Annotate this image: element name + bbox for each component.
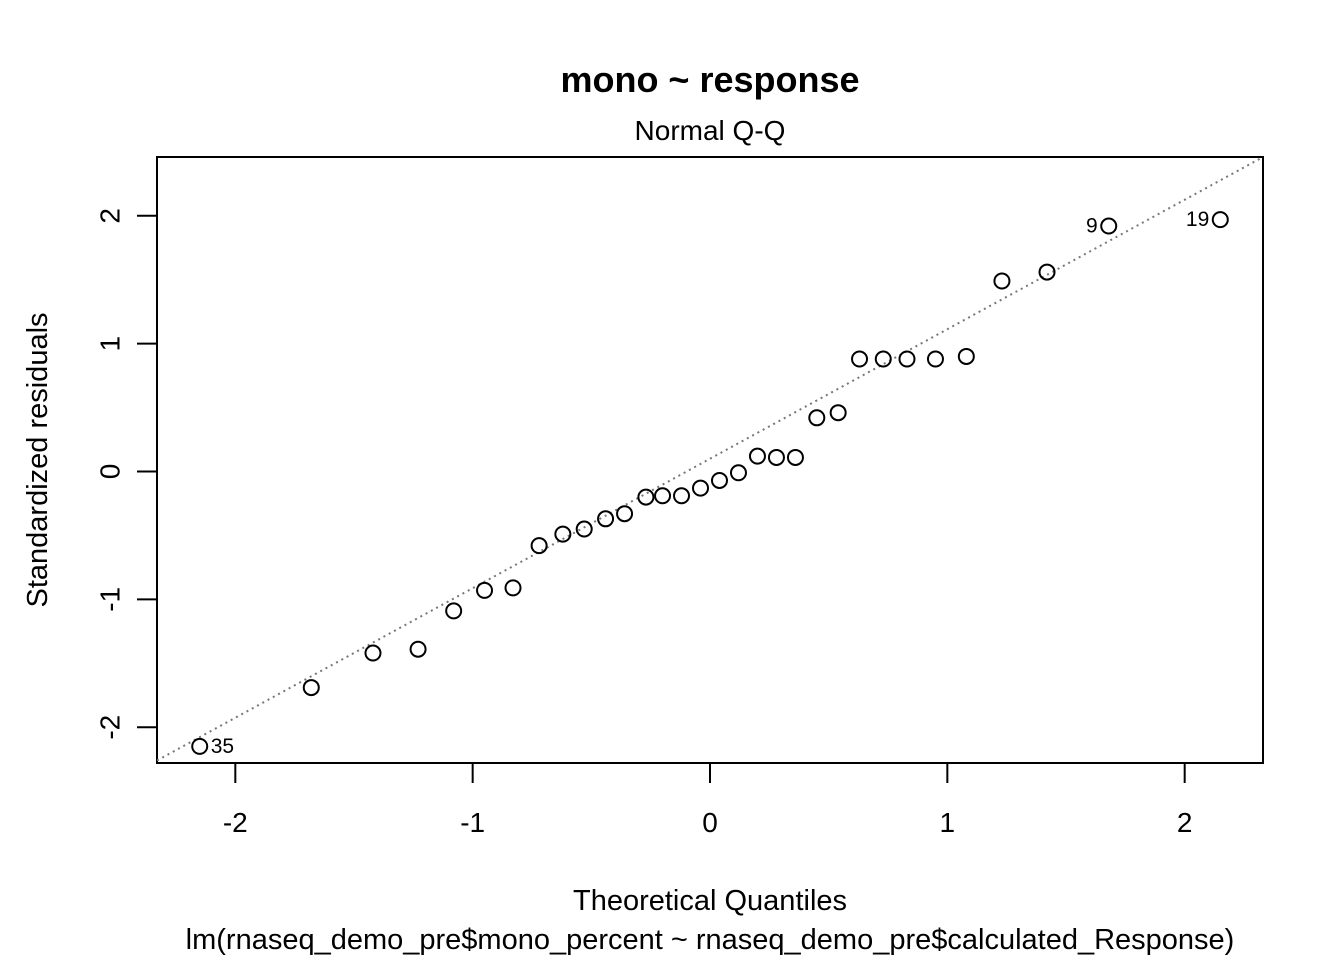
y-tick-label: 0 (95, 464, 126, 480)
data-point (786, 448, 804, 466)
data-point (575, 520, 593, 538)
data-point (993, 272, 1011, 290)
data-point (1038, 263, 1056, 281)
data-point (926, 350, 944, 368)
data-point (616, 505, 634, 523)
y-tick-label: -1 (95, 587, 126, 612)
x-axis-label: Theoretical Quantiles (573, 885, 847, 917)
data-point (673, 487, 691, 505)
data-point (1211, 211, 1229, 229)
y-axis-label: Standardized residuals (22, 312, 54, 607)
data-point (957, 347, 975, 365)
chart-subtitle: Normal Q-Q (635, 115, 786, 146)
plot-frame (156, 156, 1264, 764)
data-point (409, 640, 427, 658)
data-point (767, 448, 785, 466)
data-point (302, 679, 320, 697)
data-point (597, 510, 615, 528)
chart-caption: lm(rnaseq_demo_pre$mono_percent ~ rnaseq… (186, 924, 1235, 956)
data-point (1100, 217, 1118, 235)
chart-title: mono ~ response (560, 59, 859, 100)
reference-line (157, 157, 1263, 762)
data-point (692, 479, 710, 497)
data-point (445, 602, 463, 620)
points-layer: 35 9 19 (191, 208, 1229, 758)
data-point (530, 537, 548, 555)
data-point (829, 404, 847, 422)
x-tick-label: -2 (223, 807, 248, 838)
data-point (364, 644, 382, 662)
data-point (476, 581, 494, 599)
data-point (851, 350, 869, 368)
data-point (729, 464, 747, 482)
data-point (710, 471, 728, 489)
x-tick-label: 2 (1177, 807, 1193, 838)
x-tick-label: 0 (702, 807, 718, 838)
y-axis: -2 -1 0 1 2 (95, 208, 158, 740)
data-point (874, 350, 892, 368)
data-point (191, 737, 209, 755)
point-label: 19 (1186, 208, 1209, 231)
data-point (808, 409, 826, 427)
y-tick-label: 2 (95, 208, 126, 224)
data-point (748, 447, 766, 465)
data-point (504, 579, 522, 597)
data-point (898, 350, 916, 368)
data-point (554, 525, 572, 543)
x-tick-label: -1 (460, 807, 485, 838)
data-point (654, 487, 672, 505)
data-point (637, 488, 655, 506)
point-label: 35 (211, 735, 234, 758)
x-axis: -2 -1 0 1 2 (223, 762, 1193, 838)
point-label: 9 (1086, 215, 1098, 238)
y-tick-label: 1 (95, 336, 126, 352)
x-tick-label: 1 (940, 807, 956, 838)
y-tick-label: -2 (95, 715, 126, 740)
